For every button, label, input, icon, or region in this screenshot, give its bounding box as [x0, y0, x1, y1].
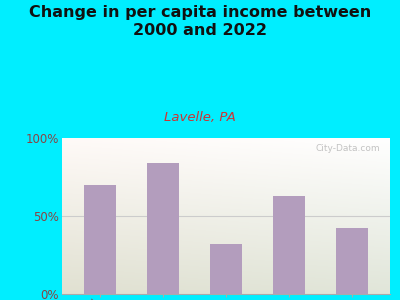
- Bar: [84, 185, 116, 294]
- Bar: [336, 229, 368, 294]
- Text: Lavelle, PA: Lavelle, PA: [164, 111, 236, 124]
- Bar: [147, 163, 179, 294]
- Text: City-Data.com: City-Data.com: [316, 144, 380, 153]
- Bar: [273, 196, 305, 294]
- Text: Change in per capita income between
2000 and 2022: Change in per capita income between 2000…: [29, 4, 371, 38]
- Bar: [210, 244, 242, 294]
